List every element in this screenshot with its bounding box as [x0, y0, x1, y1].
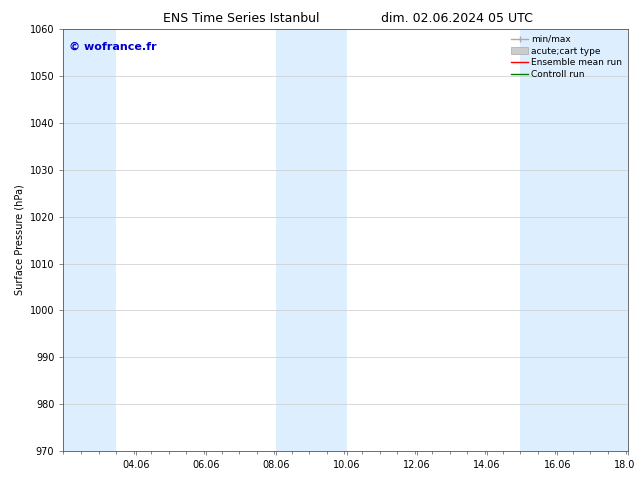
Text: © wofrance.fr: © wofrance.fr: [69, 42, 157, 52]
Text: ENS Time Series Istanbul: ENS Time Series Istanbul: [163, 12, 319, 25]
Bar: [520, 29, 628, 451]
Y-axis label: Surface Pressure (hPa): Surface Pressure (hPa): [14, 185, 24, 295]
Text: dim. 02.06.2024 05 UTC: dim. 02.06.2024 05 UTC: [380, 12, 533, 25]
Legend: min/max, acute;cart type, Ensemble mean run, Controll run: min/max, acute;cart type, Ensemble mean …: [508, 31, 626, 82]
Bar: [63, 29, 116, 451]
Bar: [276, 29, 347, 451]
